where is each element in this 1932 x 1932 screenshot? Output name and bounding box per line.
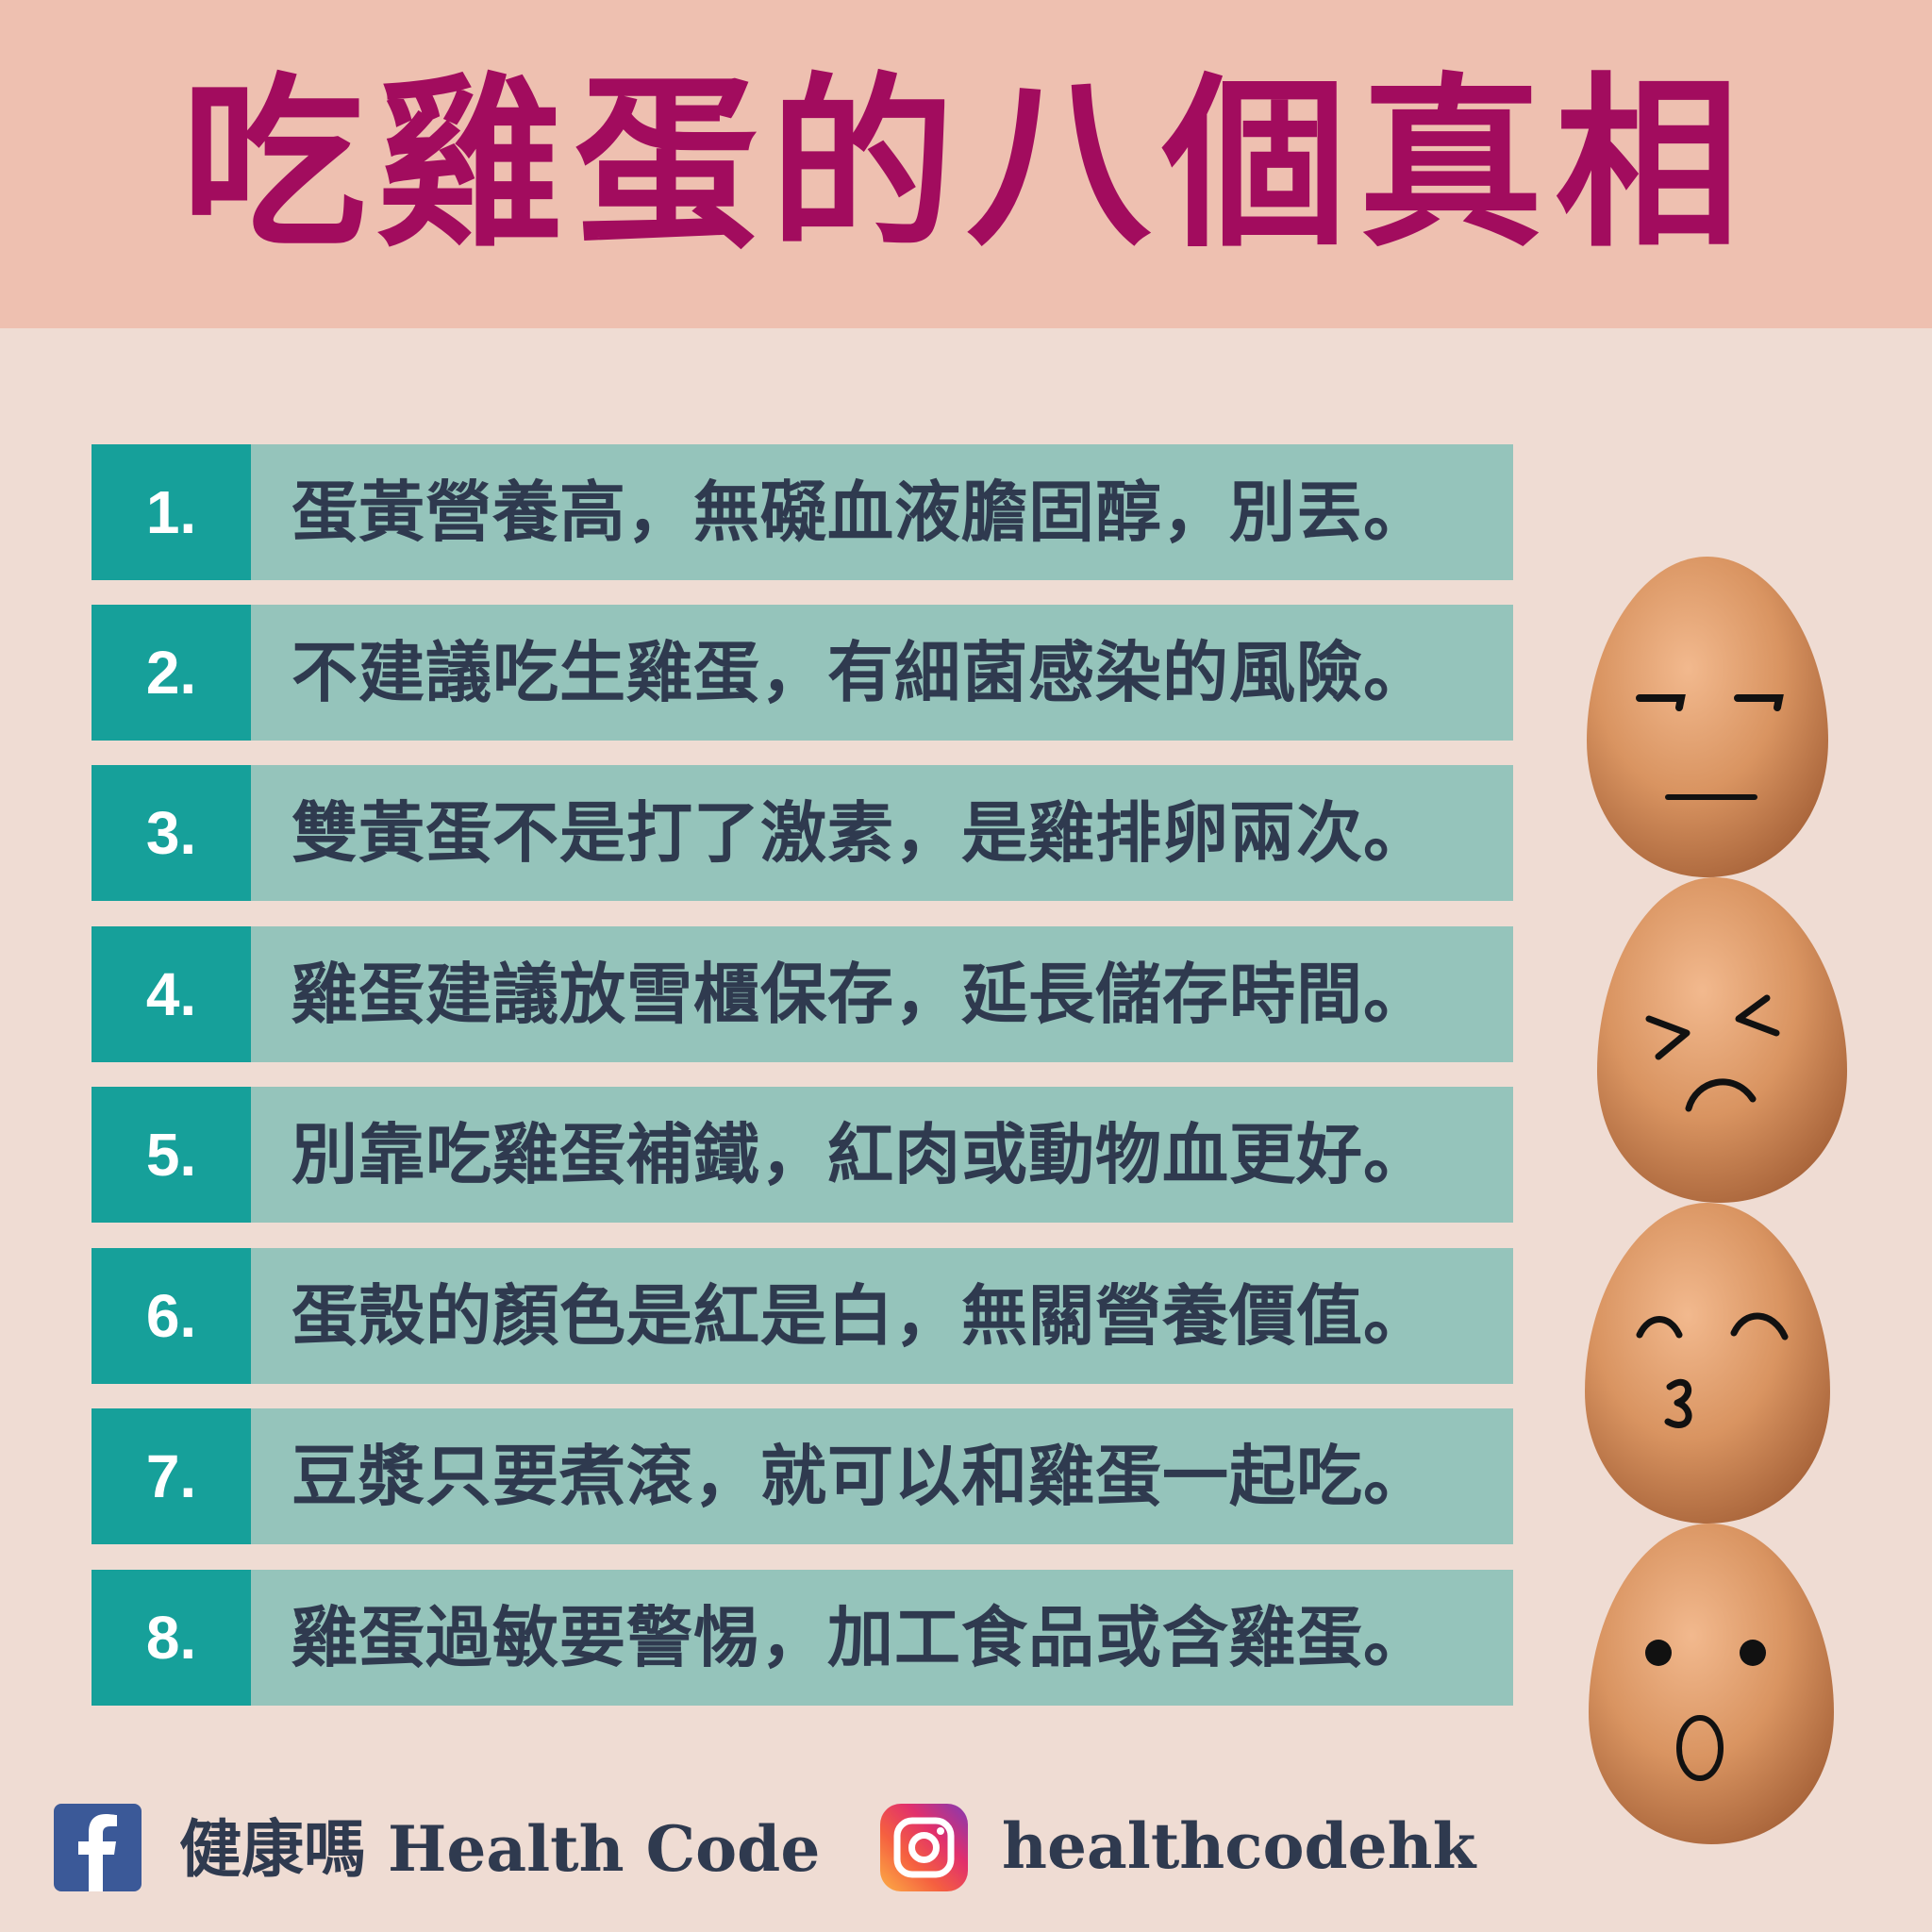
- item-number: 8.: [92, 1570, 251, 1706]
- list-item: 5. 別靠吃雞蛋補鐵，紅肉或動物血更好。: [92, 1087, 1513, 1223]
- item-text: 豆漿只要煮滾，就可以和雞蛋一起吃。: [291, 1438, 1430, 1515]
- item-text: 不建議吃生雞蛋，有細菌感染的風險。: [291, 634, 1430, 711]
- page-title: 吃雞蛋的八個真相: [180, 58, 1751, 273]
- item-text: 蛋黃營養高，無礙血液膽固醇，別丟。: [291, 474, 1430, 551]
- item-number: 1.: [92, 444, 251, 580]
- list-item: 2. 不建議吃生雞蛋，有細菌感染的風險。: [92, 605, 1513, 741]
- egg-surprised: [1589, 1524, 1834, 1844]
- item-number: 4.: [92, 926, 251, 1062]
- item-number: 7.: [92, 1408, 251, 1544]
- item-number: 5.: [92, 1087, 251, 1223]
- egg-unimpressed: [1587, 557, 1828, 877]
- facebook-icon[interactable]: [54, 1804, 142, 1891]
- item-text: 雞蛋建議放雪櫃保存，延長儲存時間。: [291, 956, 1430, 1033]
- list-item: 3. 雙黃蛋不是打了激素，是雞排卵兩次。: [92, 765, 1513, 901]
- list-item: 1. 蛋黃營養高，無礙血液膽固醇，別丟。: [92, 444, 1513, 580]
- item-text: 雞蛋過敏要警惕，加工食品或含雞蛋。: [291, 1599, 1430, 1676]
- item-number: 3.: [92, 765, 251, 901]
- egg-kissing: [1585, 1203, 1830, 1524]
- instagram-handle[interactable]: healthcodehk: [1002, 1809, 1476, 1883]
- list-item: 6. 蛋殼的顏色是紅是白，無關營養價值。: [92, 1248, 1513, 1384]
- facebook-page-name[interactable]: 健康嗎 Health Code: [179, 1807, 820, 1891]
- item-text: 蛋殼的顏色是紅是白，無關營養價值。: [291, 1277, 1430, 1355]
- facebook-name-zh: 健康嗎: [179, 1813, 366, 1886]
- list-item: 4. 雞蛋建議放雪櫃保存，延長儲存時間。: [92, 926, 1513, 1062]
- egg-illustrations: [1575, 552, 1858, 1844]
- egg-faces-illustration: [1585, 557, 1847, 1844]
- facebook-name-en: Health Code: [387, 1812, 821, 1886]
- list-item: 7. 豆漿只要煮滾，就可以和雞蛋一起吃。: [92, 1408, 1513, 1544]
- item-text: 別靠吃雞蛋補鐵，紅肉或動物血更好。: [291, 1116, 1430, 1193]
- egg-upset: [1597, 877, 1847, 1203]
- item-number: 2.: [92, 605, 251, 741]
- list-item: 8. 雞蛋過敏要警惕，加工食品或含雞蛋。: [92, 1570, 1513, 1706]
- header-band: [0, 0, 1932, 328]
- item-number: 6.: [92, 1248, 251, 1384]
- instagram-icon[interactable]: [880, 1804, 968, 1891]
- item-text: 雙黃蛋不是打了激素，是雞排卵兩次。: [291, 794, 1430, 872]
